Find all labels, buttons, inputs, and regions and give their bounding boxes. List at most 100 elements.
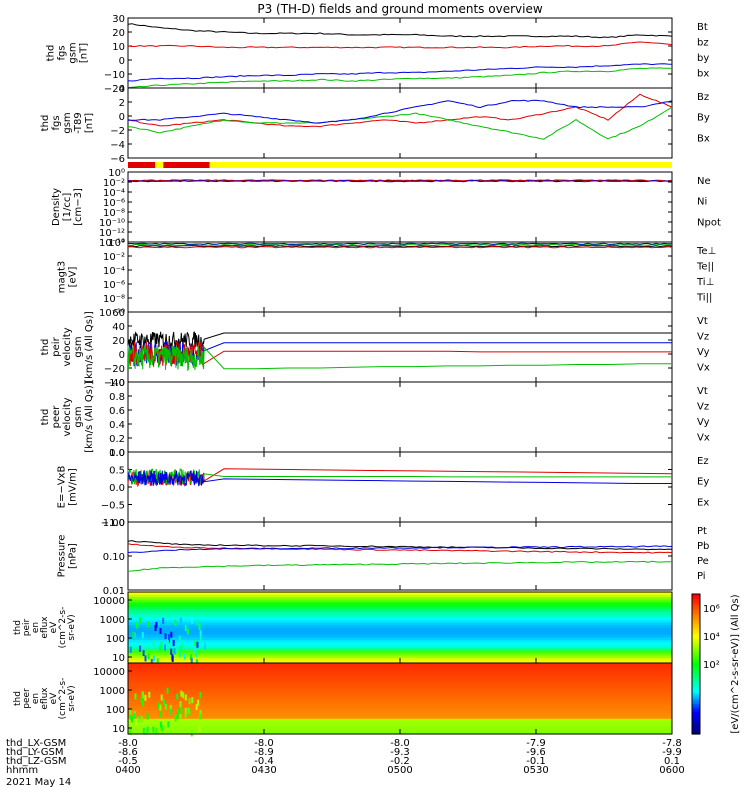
colorbar-cell bbox=[692, 684, 700, 688]
colorbar-cell bbox=[692, 626, 700, 630]
spectrogram-row bbox=[128, 711, 672, 715]
spectrogram-pixel bbox=[182, 692, 185, 699]
series-Pe bbox=[127, 560, 672, 572]
spectrogram-pixel bbox=[179, 701, 182, 708]
spectrogram-row bbox=[128, 726, 672, 730]
legend-entry: bz bbox=[697, 38, 709, 49]
colorbar-cell bbox=[692, 619, 700, 623]
colorbar-cell bbox=[692, 621, 700, 625]
spectrogram-pixel bbox=[199, 636, 202, 643]
spectrogram-pixel bbox=[198, 713, 201, 720]
y-tick-label: 0.2 bbox=[109, 434, 125, 445]
colorbar-cell bbox=[692, 699, 700, 703]
spectrogram-pixel bbox=[172, 630, 175, 637]
series-bx bbox=[127, 63, 673, 82]
spectrogram-pixel bbox=[193, 646, 196, 653]
colorbar-cell bbox=[692, 666, 700, 670]
mode-bar-segment bbox=[155, 162, 164, 168]
series-Bz bbox=[127, 93, 673, 128]
legend-entry: Pt bbox=[697, 526, 707, 537]
legend-entry: Ti⊥ bbox=[696, 277, 714, 288]
ephemeris-value: 0500 bbox=[387, 765, 412, 776]
spectrogram-pixel bbox=[170, 631, 173, 638]
spectrogram-pixel bbox=[167, 634, 170, 641]
ephemeris-label: thd_LZ-GSM bbox=[6, 756, 67, 767]
spectrogram-row bbox=[128, 683, 672, 687]
spectrogram-pixel bbox=[141, 691, 144, 698]
y-axis-label: [km/s (All Qs)] bbox=[84, 311, 95, 383]
y-tick-label: 0.01 bbox=[103, 586, 125, 597]
spectrogram-pixel bbox=[129, 708, 132, 715]
spectrogram-pixel bbox=[159, 644, 162, 651]
colorbar-cell bbox=[692, 711, 700, 715]
y-tick-label: 0.6 bbox=[109, 406, 125, 417]
y-tick-label: 10⁻⁴ bbox=[103, 266, 125, 277]
colorbar-cell bbox=[692, 714, 700, 718]
spectrogram-pixel bbox=[129, 646, 132, 653]
y-tick-label: 10000 bbox=[93, 667, 125, 678]
y-tick-label: 0.10 bbox=[103, 552, 125, 563]
spectrogram-pixel bbox=[159, 704, 162, 711]
colorbar-cell bbox=[692, 644, 700, 648]
spectrogram-row bbox=[128, 642, 672, 646]
y-tick-label: −2 bbox=[110, 126, 125, 137]
spectrogram-row bbox=[128, 640, 672, 644]
spectrogram-pixel bbox=[176, 693, 179, 700]
legend-entry: Bt bbox=[697, 22, 708, 33]
panel-frame bbox=[127, 171, 673, 243]
spectrogram-pixel bbox=[180, 707, 183, 714]
legend-entry: Bz bbox=[697, 92, 709, 103]
spectrogram-row bbox=[128, 701, 672, 705]
spectrogram-pixel bbox=[199, 692, 202, 699]
colorbar-cell bbox=[692, 659, 700, 663]
spectrogram-pixel bbox=[142, 727, 145, 734]
colorbar-cell bbox=[692, 686, 700, 690]
y-axis-label: peer bbox=[22, 688, 32, 709]
spectrogram-pixel bbox=[171, 628, 174, 635]
spectrogram-pixel bbox=[136, 717, 139, 724]
spectrogram-pixel bbox=[152, 639, 155, 646]
y-tick-label: 20 bbox=[112, 336, 125, 347]
legend-entry: Npot bbox=[697, 217, 721, 228]
legend-entry: Te|| bbox=[696, 262, 714, 273]
series-Bt bbox=[127, 23, 673, 39]
y-axis-label: velocity bbox=[62, 397, 73, 436]
y-tick-label: −1.0 bbox=[101, 518, 125, 529]
legend-entry: Vz bbox=[697, 332, 709, 343]
y-axis-label: [cm−3] bbox=[73, 188, 84, 226]
spectrogram-pixel bbox=[152, 726, 155, 733]
spectrogram-pixel bbox=[191, 617, 194, 624]
spectrogram-pixel bbox=[164, 644, 167, 651]
spectrogram-pixel bbox=[166, 638, 169, 645]
spectrogram-pixel bbox=[169, 705, 172, 712]
legend-entry: Vt bbox=[697, 386, 708, 397]
colorbar-cell bbox=[692, 609, 700, 613]
ephemeris-value: -0.4 bbox=[254, 756, 274, 767]
spectrogram-row bbox=[128, 619, 672, 624]
spectrogram-pixel bbox=[170, 708, 173, 715]
colorbar-cell bbox=[692, 646, 700, 650]
ephemeris-value: -9.3 bbox=[390, 747, 410, 758]
spectrogram-row bbox=[128, 652, 672, 656]
spectrogram-row bbox=[128, 721, 672, 725]
spectrogram-pixel bbox=[181, 641, 184, 648]
y-axis-label: velocity bbox=[62, 327, 73, 366]
spectrogram-pixel bbox=[177, 708, 180, 715]
spectrogram-row bbox=[128, 630, 672, 634]
legend-entry: by bbox=[697, 53, 709, 64]
spectrogram-pixel bbox=[184, 707, 187, 714]
series-Pt bbox=[127, 540, 673, 551]
spectrogram-pixel bbox=[195, 659, 198, 666]
ephemeris-value: -0.2 bbox=[390, 756, 410, 767]
legend-entry: Ez bbox=[697, 456, 709, 467]
series-Pi bbox=[127, 545, 673, 553]
colorbar-cell bbox=[692, 654, 700, 658]
colorbar-cell bbox=[692, 634, 700, 638]
colorbar-cell bbox=[692, 691, 700, 695]
series-Vz bbox=[127, 341, 672, 368]
spectrogram-row bbox=[128, 614, 672, 618]
spectrogram-row bbox=[128, 592, 672, 596]
series-By bbox=[127, 106, 673, 140]
colorbar-cell bbox=[692, 629, 700, 633]
y-tick-label: 1.0 bbox=[109, 448, 125, 459]
